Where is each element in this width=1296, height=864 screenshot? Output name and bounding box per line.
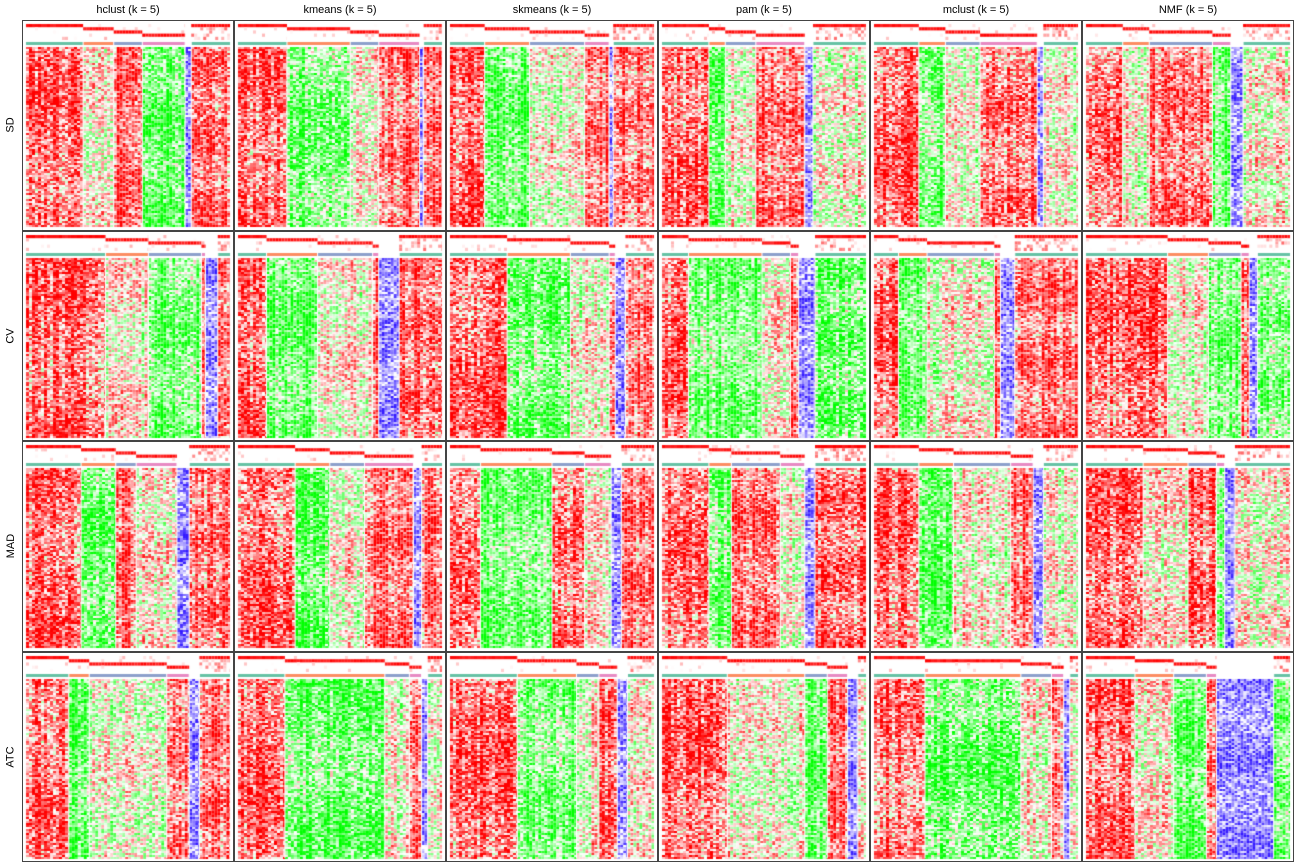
column-title-2: skmeans (k = 5)	[512, 4, 592, 16]
heatmap-canvas	[659, 653, 869, 861]
heatmap-panel-sd-2	[446, 20, 658, 231]
heatmap-canvas	[447, 21, 657, 230]
row-label-text: MAD	[5, 534, 18, 559]
heatmap-canvas	[1083, 21, 1293, 230]
heatmap-panel-cv-1	[234, 231, 446, 441]
heatmap-canvas	[447, 232, 657, 440]
heatmap-canvas	[23, 232, 233, 440]
heatmap-panel-sd-1	[234, 20, 446, 231]
heatmap-panel-cv-0	[22, 231, 234, 441]
column-title-3: pam (k = 5)	[736, 4, 792, 16]
heatmap-canvas	[23, 653, 233, 861]
heatmap-canvas	[871, 21, 1081, 230]
heatmap-canvas	[23, 21, 233, 230]
column-title-1: kmeans (k = 5)	[303, 4, 377, 16]
row-label-1: CV	[2, 231, 20, 442]
heatmap-panel-atc-5	[1082, 652, 1294, 862]
column-title-4: mclust (k = 5)	[942, 4, 1010, 16]
heatmap-panel-sd-5	[1082, 20, 1294, 231]
row-label-text: ATC	[5, 746, 17, 768]
heatmap-panel-cv-4	[870, 231, 1082, 441]
heatmap-canvas	[1083, 232, 1293, 440]
column-title-0: hclust (k = 5)	[96, 4, 160, 16]
heatmap-canvas	[235, 442, 445, 651]
heatmap-panel-atc-2	[446, 652, 658, 862]
heatmap-canvas	[659, 232, 869, 440]
heatmap-panel-mad-5	[1082, 441, 1294, 652]
row-label-text: SD	[5, 117, 17, 133]
heatmap-panel-atc-4	[870, 652, 1082, 862]
heatmap-canvas	[447, 442, 657, 651]
row-label-2: MAD	[2, 441, 20, 652]
heatmap-canvas	[235, 232, 445, 440]
heatmap-panel-atc-0	[22, 652, 234, 862]
heatmap-canvas	[447, 653, 657, 861]
heatmap-panel-mad-4	[870, 441, 1082, 652]
heatmap-canvas	[871, 232, 1081, 440]
row-label-0: SD	[2, 20, 20, 231]
heatmap-panel-atc-1	[234, 652, 446, 862]
heatmap-canvas	[871, 442, 1081, 651]
heatmap-canvas	[659, 442, 869, 651]
heatmap-panel-cv-3	[658, 231, 870, 441]
heatmap-canvas	[659, 21, 869, 230]
heatmap-panel-mad-2	[446, 441, 658, 652]
column-title-5: NMF (k = 5)	[1158, 4, 1218, 16]
heatmap-canvas	[235, 653, 445, 861]
row-label-text: CV	[5, 328, 17, 344]
heatmap-panel-mad-0	[22, 441, 234, 652]
heatmap-canvas	[1083, 442, 1293, 651]
heatmap-panel-mad-3	[658, 441, 870, 652]
heatmap-panel-sd-3	[658, 20, 870, 231]
heatmap-panel-cv-5	[1082, 231, 1294, 441]
heatmap-canvas	[23, 442, 233, 651]
heatmap-panel-atc-3	[658, 652, 870, 862]
row-label-3: ATC	[2, 652, 20, 863]
heatmap-canvas	[1083, 653, 1293, 861]
heatmap-panel-cv-2	[446, 231, 658, 441]
heatmap-panel-mad-1	[234, 441, 446, 652]
heatmap-canvas	[235, 21, 445, 230]
heatmap-panel-sd-0	[22, 20, 234, 231]
heatmap-panel-sd-4	[870, 20, 1082, 231]
heatmap-canvas	[871, 653, 1081, 861]
